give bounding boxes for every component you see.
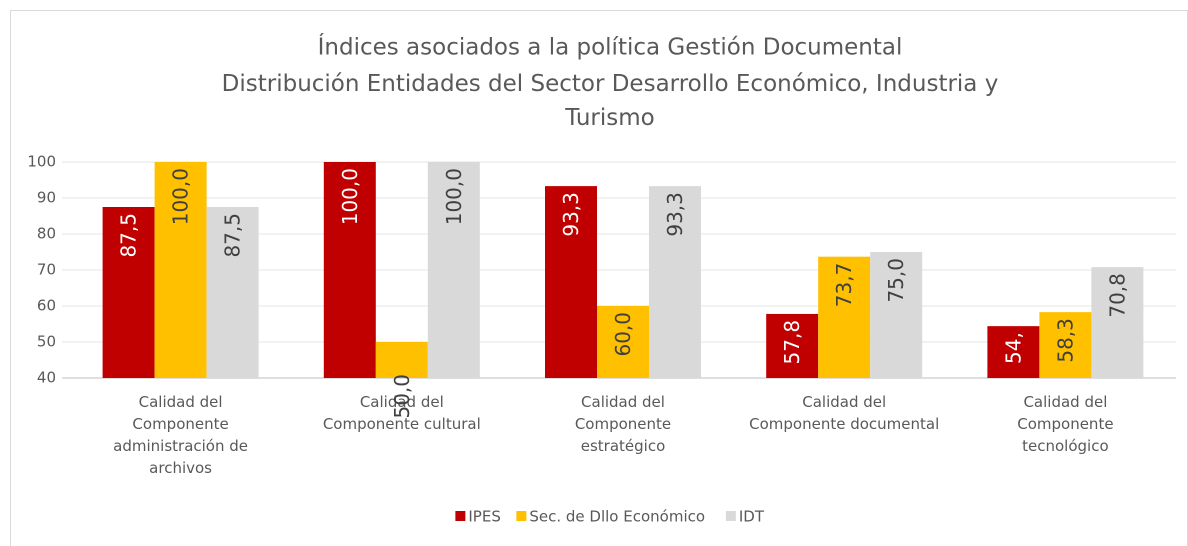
legend-swatch xyxy=(455,511,466,521)
legend-label: IPES xyxy=(468,508,500,526)
chart-subtitle: Distribución Entidades del Sector Desarr… xyxy=(222,71,999,131)
y-tick-label: 80 xyxy=(37,225,56,243)
bar xyxy=(870,252,923,378)
data-label: 75,0 xyxy=(884,258,908,303)
data-label: 57,8 xyxy=(780,320,804,365)
legend-swatch xyxy=(725,511,736,521)
x-tick-label: Calidad del Componente tecnológico xyxy=(1017,393,1113,455)
bar xyxy=(427,162,480,378)
bar xyxy=(597,306,649,378)
chart-title: Índices asociados a la política Gestión … xyxy=(318,33,903,61)
y-tick-label: 100 xyxy=(27,153,56,171)
bar xyxy=(766,313,819,378)
data-label: 93,3 xyxy=(663,192,687,237)
bar xyxy=(545,186,597,378)
y-tick-label: 90 xyxy=(37,189,56,207)
bar xyxy=(649,186,701,378)
legend-swatch xyxy=(516,511,527,521)
bar xyxy=(1039,312,1092,378)
x-tick-label: Calidad del Componente documental xyxy=(749,393,939,433)
data-label: 87,5 xyxy=(117,213,141,258)
data-label: 50,0 xyxy=(390,374,414,419)
y-tick-label: 70 xyxy=(37,261,56,279)
data-label: 60,0 xyxy=(611,312,635,357)
data-label: 100,0 xyxy=(338,168,362,225)
bar xyxy=(206,207,259,378)
data-label: 100,0 xyxy=(442,168,466,225)
data-label: 87,5 xyxy=(221,213,245,258)
data-label: 70,8 xyxy=(1105,273,1129,318)
bar xyxy=(1091,267,1144,378)
data-label: 54, xyxy=(1001,332,1025,364)
data-label: 93,3 xyxy=(559,192,583,237)
bar xyxy=(323,162,376,378)
legend-label: Sec. de Dllo Económico xyxy=(529,508,705,526)
data-label: 100,0 xyxy=(169,168,193,225)
y-tick-label: 40 xyxy=(37,369,56,387)
bar xyxy=(102,207,155,378)
data-label: 73,7 xyxy=(832,263,856,308)
x-tick-label: Calidad del Componente cultural xyxy=(323,393,481,433)
bar xyxy=(375,342,428,378)
x-tick-label: Calidad del Componente estratégico xyxy=(575,393,671,455)
legend-label: IDT xyxy=(739,508,765,526)
y-tick-label: 60 xyxy=(37,297,56,315)
x-tick-label: Calidad del Componente administración de ar… xyxy=(113,393,248,477)
bar xyxy=(154,162,207,378)
bar xyxy=(987,326,1040,378)
bar xyxy=(818,256,871,378)
y-tick-label: 50 xyxy=(37,333,56,351)
data-label: 58,3 xyxy=(1053,318,1077,363)
